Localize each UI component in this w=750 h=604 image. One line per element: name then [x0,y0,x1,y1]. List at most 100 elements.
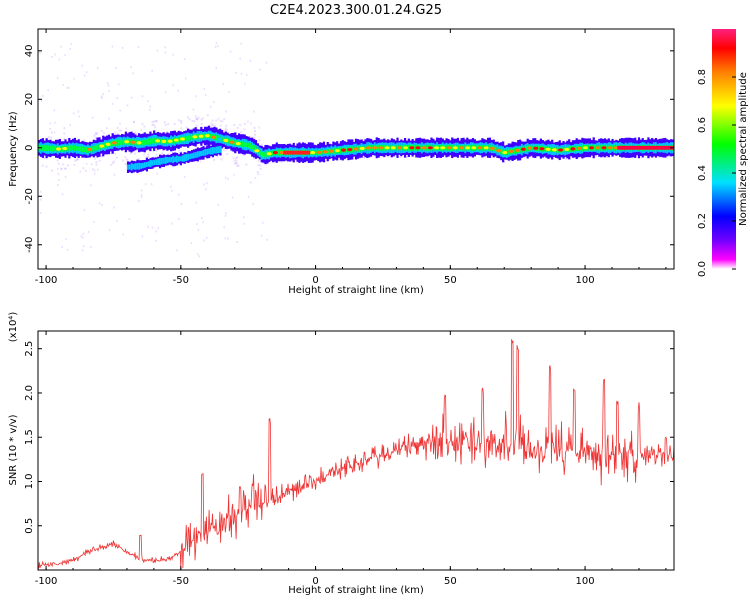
spectrogram-haze-cell [233,159,236,162]
spectrogram-noise-cell [65,237,67,240]
spectrogram-peak-cell [617,145,674,150]
spectrogram-band-cell [543,146,546,152]
spectrogram-noise-cell [133,121,135,124]
spectrogram-haze-cell [235,156,238,159]
spectrogram-noise-cell [180,127,182,130]
spectrogram-haze-cell [245,163,248,166]
spectrogram-haze-cell [225,148,228,151]
snr-ticks: -100 -50 0 50 100 0.5 1.0 1.5 2.0 2.5 [24,331,674,587]
spectrogram-band-cell [605,145,609,151]
spectrogram-band-cell [79,146,82,152]
spectrogram-peak-cell [415,146,421,150]
spectrogram-band-cell [456,144,459,151]
spectrogram-noise-cell [183,58,186,61]
spectrogram-band-cell [104,142,107,149]
spectrogram-band-cell [500,148,503,155]
spectrogram-band-cell [537,146,541,151]
spectrogram-noise-cell [64,54,66,57]
spectrogram-haze-cell [151,123,154,126]
spectrogram-haze-cell [45,165,48,168]
spectrogram-noise-cell [224,214,227,217]
spectrogram-noise-cell [68,86,70,89]
spectrogram-noise-cell [57,184,59,187]
spectrogram-haze-cell [141,123,144,126]
spectrogram-noise-cell [171,189,173,192]
spectrogram-noise-cell [58,178,60,181]
spectrogram-noise-cell [85,162,88,165]
spectrogram-band-cell [488,144,492,151]
spectrogram-haze-cell [64,167,67,170]
spectrogram-peak-cell [279,151,285,155]
spectrogram-peak-cell [192,135,198,139]
spectrogram-haze-cell [63,138,66,141]
spectrogram-haze-cell [110,163,113,166]
spectrogram-noise-cell [265,61,268,64]
spectrogram-band-cell [60,145,63,152]
spectrogram-haze-cell [211,119,214,122]
spectrogram-haze-cell [113,160,116,163]
spectrogram-band-cell [171,138,175,144]
spectrogram-noise-cell [141,95,144,98]
spectrogram-haze-cell [191,120,194,123]
snr-x-tick-label: 50 [444,576,457,587]
spectrogram-noise-cell [115,67,117,70]
spectrogram-band-cell [162,157,165,164]
spectrogram-haze-cell [105,127,108,130]
spectrogram-band-cell [166,157,169,164]
spectrogram-peak-cell [347,147,353,152]
spectrogram-peak-cell [62,146,68,151]
spectrogram-peak-cell [217,137,223,141]
spectrogram-peak-cell [595,146,601,150]
spectrogram-noise-cell [53,131,56,134]
spectrogram-noise-cell [93,172,96,175]
spectrogram-noise-cell [47,89,49,92]
spectrogram-noise-cell [101,203,103,206]
spectrogram-haze-cell [213,125,216,128]
spectrogram-haze-cell [50,169,53,172]
spectrogram-noise-cell [106,82,109,85]
spectrogram-noise-cell [203,183,205,186]
spectrogram-noise-cell [39,51,41,54]
spectrogram-noise-cell [178,193,180,196]
spectrogram-noise-cell [156,172,158,175]
spectrogram-noise-cell [40,99,43,102]
spectrogram-haze-cell [143,125,146,128]
spectrogram-band-cell [183,154,186,162]
spectrogram-haze-cell [91,168,94,171]
spectrogram-band-cell [586,144,590,151]
spectrogram-peak-cell [80,148,86,152]
spectrogram-haze-cell [56,159,59,162]
spectrogram-haze-cell [667,154,670,157]
spectrogram-noise-cell [155,230,157,233]
spectrogram-band-cell [413,145,416,151]
spectrogram-peak-cell [322,150,328,154]
spectrogram-haze-cell [236,164,239,167]
spectrogram-haze-cell [212,123,215,126]
spectrogram-noise-cell [177,89,180,92]
spectrogram-noise-cell [80,235,83,238]
spectrogram-noise-cell [227,237,229,240]
spectrogram-haze-cell [230,149,233,152]
spectrogram-haze-cell [67,164,70,167]
spectrogram-band-cell [202,149,205,156]
spectrogram-haze-cell [152,150,155,153]
spectrogram-band-cell [128,164,132,170]
spectrogram-haze-cell [469,155,472,158]
spectrogram-band-cell [451,144,454,151]
spectrogram-band-cell [143,162,147,168]
spectrogram-band-cell [149,159,152,168]
spectrogram-band-cell [187,153,190,161]
spectrogram-haze-cell [98,159,101,162]
spectrogram-haze-cell [216,155,219,158]
spectrogram-noise-cell [89,245,92,248]
spectrogram-haze-cell [657,155,660,158]
spectrogram-band-cell [339,147,343,154]
spectrogram-haze-cell [659,156,662,159]
spectrogram-noise-cell [198,255,201,258]
spectrogram-haze-cell [406,156,409,159]
spectrogram-haze-cell [239,124,242,127]
spectrogram-band-cell [166,138,169,145]
spectrogram-peak-cell [142,140,148,144]
spectrogram-band-cell [513,147,516,155]
spectrogram-noise-cell [151,226,154,229]
